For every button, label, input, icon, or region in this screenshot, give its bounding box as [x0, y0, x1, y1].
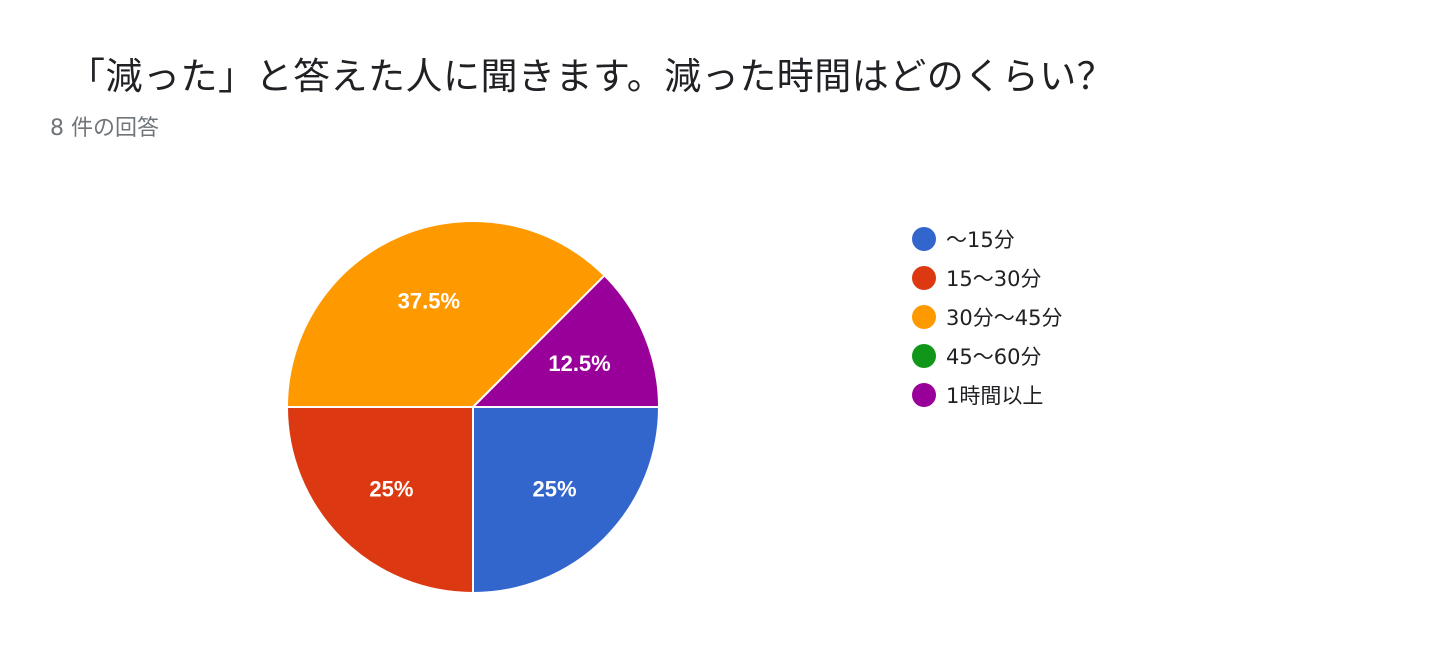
slice-label-2: 25%: [369, 477, 413, 502]
legend-label-5: 1時間以上: [946, 383, 1044, 408]
pie-slice-5: [470, 274, 661, 408]
legend-label-1: 〜15分: [946, 227, 1015, 252]
pie-slice-3: [285, 220, 606, 408]
slice-label-3: 37.5%: [398, 288, 460, 313]
legend-swatch-2: [912, 265, 936, 290]
response-count: 8 件の回答: [50, 116, 159, 141]
legend-item-3: 30分〜45分: [912, 297, 1062, 336]
slice-label-1: 25%: [533, 477, 577, 502]
legend-item-1: 〜15分: [912, 219, 1062, 258]
legend-swatch-1: [912, 226, 936, 251]
slice-label-5: 12.5%: [548, 351, 610, 376]
pie-slice-1: [472, 406, 661, 595]
legend-item-4: 45〜60分: [912, 336, 1062, 375]
legend-label-3: 30分〜45分: [946, 305, 1063, 330]
chart-title: 「減った」と答えた人に聞きます。減った時間はどのくらい？: [68, 55, 1115, 98]
legend-label-2: 15〜30分: [946, 266, 1042, 291]
legend-item-5: 1時間以上: [912, 375, 1062, 414]
pie-slice-2: [285, 406, 474, 595]
legend-item-2: 15〜30分: [912, 258, 1062, 297]
legend-swatch-3: [912, 304, 936, 329]
chart-legend: 〜15分 15〜30分 30分〜45分 45〜60分 1時間以上: [912, 219, 1062, 414]
legend-swatch-5: [912, 382, 936, 407]
legend-swatch-4: [912, 343, 936, 368]
legend-label-4: 45〜60分: [946, 344, 1042, 369]
